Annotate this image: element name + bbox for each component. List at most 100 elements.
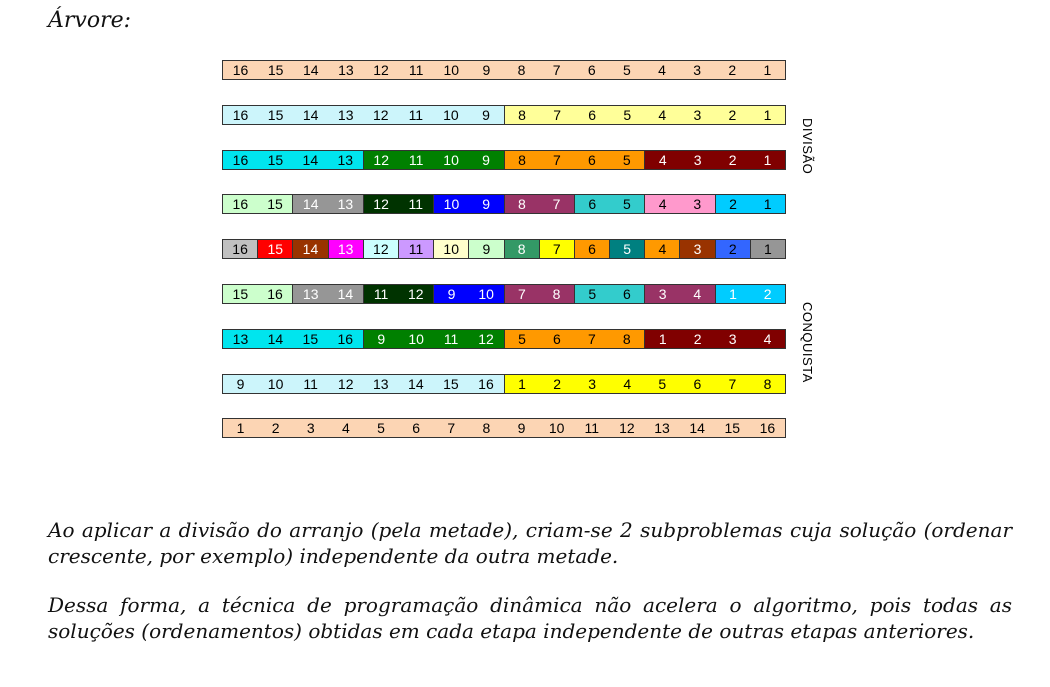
- array-cell: 16: [223, 105, 259, 124]
- array-cell: 4: [644, 105, 680, 124]
- array-cell: 14: [398, 374, 434, 393]
- array-cell: 1: [503, 374, 540, 393]
- array-cell: 5: [609, 61, 645, 79]
- array-cell: 3: [679, 240, 715, 259]
- array-cell: 8: [503, 195, 540, 214]
- array-cell: 12: [362, 195, 399, 214]
- array-cell: 10: [468, 285, 504, 303]
- array-cell: 2: [714, 105, 750, 124]
- array-cell: 10: [433, 105, 469, 124]
- array-cell: 3: [644, 285, 680, 303]
- array-cell: 1: [714, 285, 751, 303]
- array-cell: 13: [644, 419, 680, 438]
- array-cell: 3: [680, 150, 716, 169]
- array-cell: 16: [223, 240, 258, 259]
- array-cell: 14: [292, 150, 328, 169]
- division-label: DIVISÃO: [800, 118, 815, 175]
- array-cell: 12: [362, 150, 399, 169]
- array-cell: 6: [574, 150, 610, 169]
- array-cell: 13: [327, 240, 363, 259]
- array-cell: 13: [327, 150, 363, 169]
- array-cell: 15: [223, 285, 258, 303]
- array-cell: 12: [328, 374, 364, 393]
- array-cell: 7: [714, 374, 750, 393]
- array-cell: 7: [539, 150, 575, 169]
- array-cell: 4: [328, 419, 364, 438]
- array-cell: 6: [609, 285, 645, 303]
- array-cell: 14: [679, 419, 715, 438]
- array-cell: 11: [398, 105, 434, 124]
- array-cell: 7: [574, 329, 610, 348]
- array-cell: 10: [433, 195, 469, 214]
- array-cell: 16: [223, 150, 258, 169]
- array-cell: 5: [609, 150, 645, 169]
- array-cell: 16: [327, 329, 363, 348]
- array-row: 1 2 3 4 5 6 7 8 9 10 11 12 13 14 15 16: [222, 418, 786, 439]
- array-cell: 10: [539, 419, 575, 438]
- array-cell: 12: [609, 419, 645, 438]
- array-cell: 5: [609, 240, 645, 259]
- array-cell: 3: [574, 374, 610, 393]
- array-cell: 10: [433, 150, 469, 169]
- array-row: 13 14 15 16 9 10 11 12 5 6 7 8 1 2 3 4: [222, 328, 786, 349]
- array-cell: 15: [292, 329, 328, 348]
- array-cell: 10: [433, 240, 469, 259]
- array-cell: 12: [398, 285, 434, 303]
- array-cell: 2: [680, 329, 716, 348]
- array-cell: 3: [679, 61, 715, 79]
- array-cell: 16: [257, 285, 293, 303]
- array-cell: 15: [257, 240, 293, 259]
- array-cell: 5: [609, 195, 645, 214]
- array-cell: 14: [328, 285, 363, 303]
- array-cell: 5: [644, 374, 680, 393]
- array-cell: 8: [609, 329, 645, 348]
- array-cell: 6: [679, 374, 715, 393]
- array-cell: 14: [292, 240, 328, 259]
- array-cell: 16: [749, 419, 785, 438]
- array-cell: 9: [468, 195, 504, 214]
- array-cell: 6: [573, 240, 610, 259]
- array-cell: 6: [574, 61, 610, 79]
- array-cell: 7: [538, 240, 574, 259]
- array-cell: 11: [398, 61, 434, 79]
- array-cell: 12: [362, 240, 398, 259]
- array-cell: 13: [328, 195, 363, 214]
- array-cell: 1: [749, 240, 785, 259]
- array-cell: 11: [362, 285, 399, 303]
- array-cell: 15: [258, 61, 294, 79]
- array-cell: 10: [398, 329, 434, 348]
- array-row: 16 15 14 13 12 11 10 9 8 7 6 5 4 3 2 1: [222, 104, 786, 125]
- array-cell: 13: [328, 61, 364, 79]
- array-cell: 2: [714, 195, 751, 214]
- array-cell: 7: [539, 105, 575, 124]
- array-cell: 7: [539, 61, 575, 79]
- array-cell: 8: [749, 374, 785, 393]
- array-cell: 15: [714, 419, 750, 438]
- array-cell: 10: [258, 374, 294, 393]
- array-cell: 8: [503, 105, 540, 124]
- paragraph-dynamic-programming: Dessa forma, a técnica de programação di…: [48, 593, 1012, 643]
- array-cell: 15: [433, 374, 469, 393]
- array-cell: 16: [468, 374, 504, 393]
- array-cell: 2: [714, 240, 750, 259]
- array-cell: 9: [468, 240, 504, 259]
- array-cell: 2: [714, 61, 750, 79]
- array-row: 9 10 11 12 13 14 15 16 1 2 3 4 5 6 7 8: [222, 373, 786, 394]
- conquest-label: CONQUISTA: [800, 302, 815, 383]
- array-cell: 8: [504, 61, 540, 79]
- array-cell: 11: [433, 329, 469, 348]
- array-cell: 4: [644, 150, 681, 169]
- array-cell: 6: [573, 195, 610, 214]
- paragraph-division: Ao aplicar a divisão do arranjo (pela me…: [48, 518, 1012, 568]
- array-cell: 9: [468, 61, 504, 79]
- array-cell: 13: [328, 105, 364, 124]
- array-cell: 3: [679, 195, 715, 214]
- array-cell: 8: [539, 285, 574, 303]
- array-cell: 6: [539, 329, 575, 348]
- array-cell: 11: [293, 374, 329, 393]
- array-cell: 11: [398, 195, 434, 214]
- array-cell: 7: [433, 419, 469, 438]
- array-cell: 12: [468, 329, 504, 348]
- array-cell: 11: [397, 240, 434, 259]
- array-cell: 5: [573, 285, 610, 303]
